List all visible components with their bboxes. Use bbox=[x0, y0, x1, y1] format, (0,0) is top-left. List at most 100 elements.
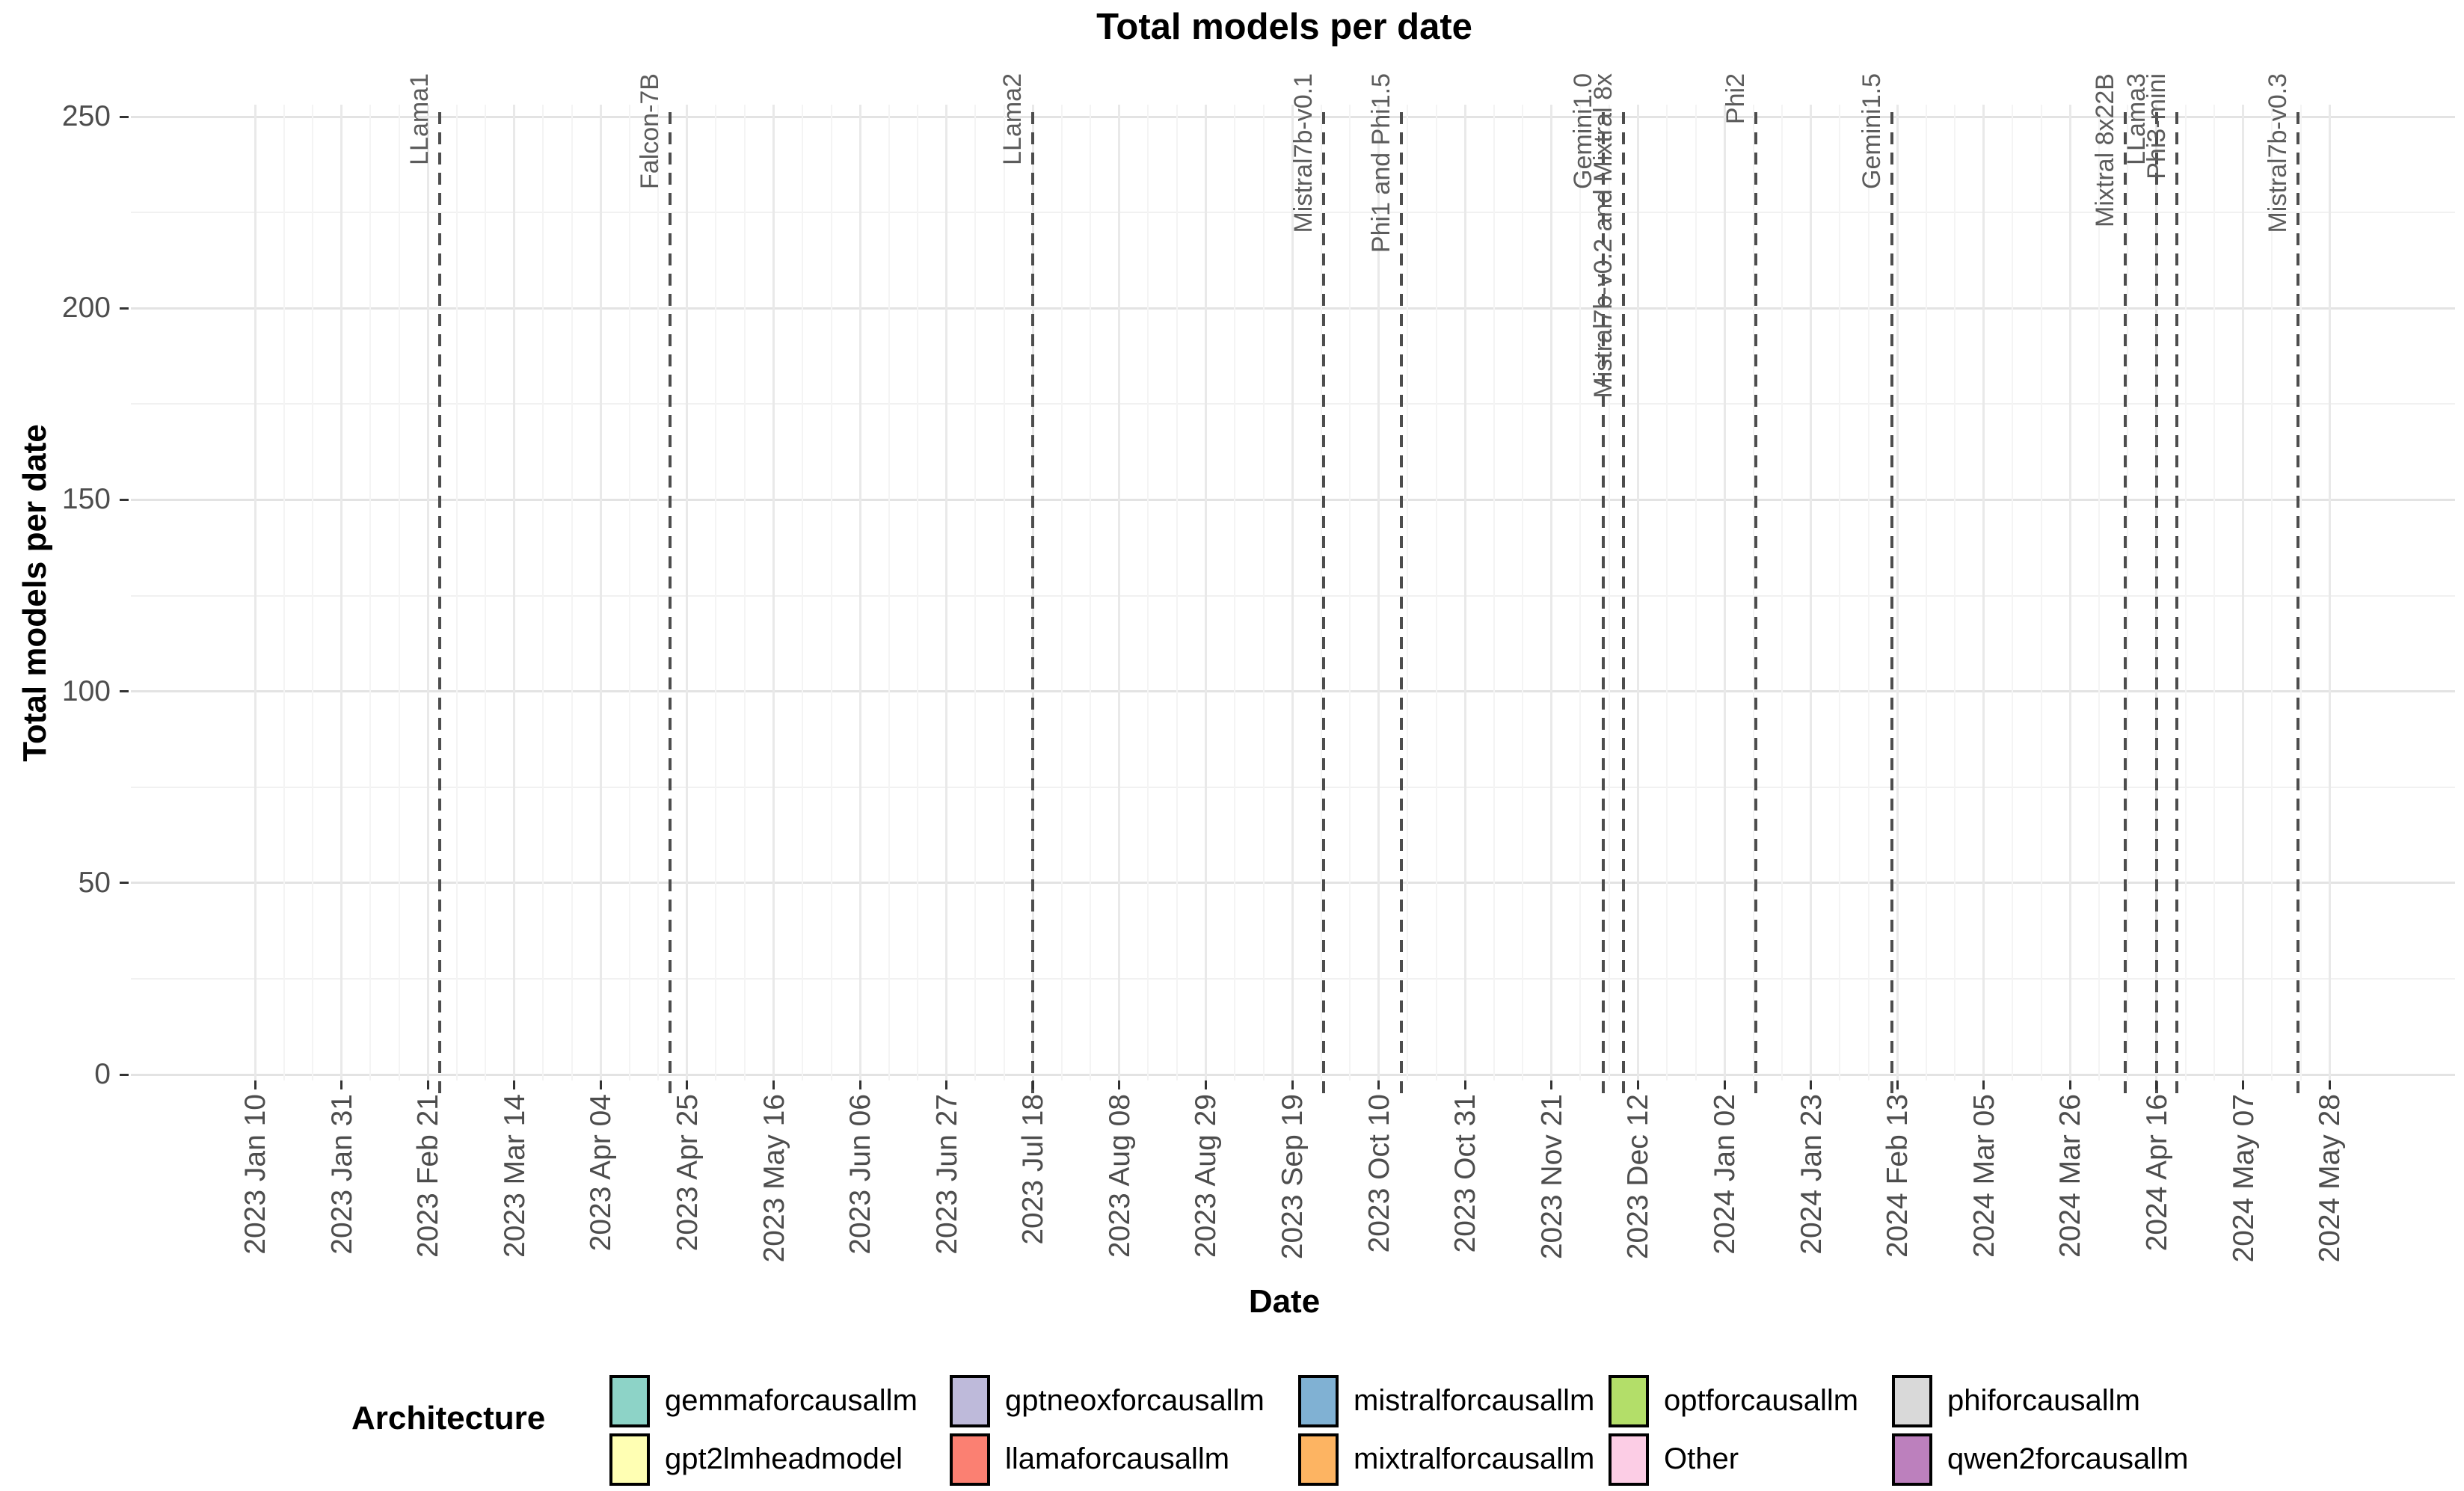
release-label-text: LLama1 bbox=[405, 73, 434, 165]
gridline-v-major bbox=[513, 105, 516, 1080]
gridline-v-minor bbox=[744, 105, 746, 1080]
x-tick-label-text: 2023 Apr 04 bbox=[585, 1094, 618, 1252]
y-tick-label-100: 100 bbox=[61, 674, 111, 707]
gridline-v-minor bbox=[2271, 105, 2273, 1080]
x-tick-mark bbox=[1204, 1080, 1207, 1089]
gridline-v-minor bbox=[1608, 105, 1610, 1080]
y-tick-label-150: 150 bbox=[61, 483, 111, 516]
release-label-text: Phi3-mini bbox=[2142, 73, 2171, 179]
legend-label-mixtralforcausallm: mixtralforcausallm bbox=[1354, 1442, 1595, 1475]
gridline-v-minor bbox=[1176, 105, 1178, 1080]
legend-label-optforcausallm: optforcausallm bbox=[1664, 1384, 1859, 1417]
x-tick-label-text: 2023 Aug 29 bbox=[1190, 1094, 1223, 1258]
legend-label-gptneoxforcausallm: gptneoxforcausallm bbox=[1005, 1384, 1265, 1417]
legend-key-optforcausallm bbox=[1609, 1375, 1649, 1427]
legend-title: Architecture bbox=[351, 1400, 546, 1436]
x-tick-mark bbox=[254, 1080, 256, 1089]
release-line-phi2 bbox=[1754, 112, 1758, 1095]
x-tick-mark bbox=[945, 1080, 948, 1089]
gridline-v-minor bbox=[455, 105, 458, 1080]
gridline-v-minor bbox=[1407, 105, 1409, 1080]
x-tick-mark bbox=[1291, 1080, 1294, 1089]
y-tick-label-250: 250 bbox=[61, 100, 111, 132]
gridline-v-major bbox=[686, 105, 689, 1080]
x-tick-label-text: 2024 May 28 bbox=[2314, 1094, 2347, 1263]
release-line-llama3 bbox=[2154, 112, 2158, 1095]
x-tick-label-text: 2023 Feb 21 bbox=[412, 1094, 445, 1258]
gridline-v-minor bbox=[2098, 105, 2100, 1080]
x-tick-label-text: 2024 Mar 05 bbox=[1967, 1094, 2000, 1258]
gridline-v-minor bbox=[888, 105, 890, 1080]
release-label-text: Mistral7b-v0.2 and Mixtral 8x bbox=[1589, 73, 1618, 399]
gridline-v-minor bbox=[2012, 105, 2014, 1080]
release-label-text: Phi1 and Phi1.5 bbox=[1367, 73, 1396, 253]
gridline-v-minor bbox=[1925, 105, 1927, 1080]
gridline-v-minor bbox=[2213, 105, 2216, 1080]
release-line-mixtral-8x22b bbox=[2123, 112, 2127, 1095]
gridline-v-major bbox=[599, 105, 602, 1080]
y-tick-mark bbox=[120, 498, 129, 501]
gridline-v-minor bbox=[1695, 105, 1697, 1080]
x-tick-mark bbox=[599, 1080, 602, 1089]
x-tick-mark bbox=[2242, 1080, 2245, 1089]
gridline-v-major bbox=[858, 105, 861, 1080]
gridline-v-major bbox=[1810, 105, 1813, 1080]
gridline-v-minor bbox=[974, 105, 977, 1080]
gridline-v-minor bbox=[485, 105, 487, 1080]
gridline-v-minor bbox=[312, 105, 314, 1080]
gridline-v-minor bbox=[2040, 105, 2042, 1080]
release-label-text: Falcon-7B bbox=[635, 73, 664, 189]
gridline-v-minor bbox=[571, 105, 573, 1080]
x-tick-label-text: 2023 May 16 bbox=[758, 1094, 790, 1263]
gridline-v-minor bbox=[917, 105, 919, 1080]
gridline-v-minor bbox=[1262, 105, 1265, 1080]
gridline-v-minor bbox=[1435, 105, 1437, 1080]
x-tick-label-text: 2023 Apr 25 bbox=[671, 1094, 704, 1252]
gridline-v-major bbox=[1204, 105, 1207, 1080]
release-line-phi3-mini bbox=[2175, 112, 2178, 1095]
y-tick-mark bbox=[120, 882, 129, 885]
release-line-gemini1.5 bbox=[1890, 112, 1893, 1095]
legend-label-Other: Other bbox=[1664, 1442, 1739, 1475]
gridline-v-minor bbox=[1320, 105, 1322, 1080]
release-label-text: Mistral7b-v0.1 bbox=[1289, 73, 1318, 233]
y-tick-label-50: 50 bbox=[78, 866, 111, 899]
gridline-v-major bbox=[2068, 105, 2071, 1080]
legend-label-gpt2lmheadmodel: gpt2lmheadmodel bbox=[665, 1442, 903, 1475]
y-tick-mark bbox=[120, 1073, 129, 1076]
x-tick-label-text: 2024 Mar 26 bbox=[2054, 1094, 2087, 1258]
gridline-v-minor bbox=[657, 105, 660, 1080]
gridline-v-minor bbox=[398, 105, 400, 1080]
x-tick-label-text: 2023 Nov 21 bbox=[1535, 1094, 1568, 1260]
x-tick-label-text: 2023 Oct 10 bbox=[1362, 1094, 1395, 1253]
release-line-phi1-and-phi1.5 bbox=[1400, 112, 1404, 1095]
release-label-text: Mixtral 8x22B bbox=[2090, 73, 2119, 227]
x-tick-label-text: 2023 Jul 18 bbox=[1017, 1094, 1050, 1245]
release-line-mistral7b-v0.1 bbox=[1322, 112, 1326, 1095]
gridline-v-minor bbox=[2184, 105, 2187, 1080]
gridline-v-major bbox=[2328, 105, 2331, 1080]
gridline-v-major bbox=[254, 105, 256, 1080]
legend-key-qwen2forcausallm bbox=[1892, 1433, 1932, 1486]
gridline-v-major bbox=[1118, 105, 1121, 1080]
legend-key-llamaforcausallm bbox=[950, 1433, 990, 1486]
chart-title: Total models per date bbox=[1096, 7, 1472, 47]
gridline-v-minor bbox=[369, 105, 372, 1080]
release-line-mistral7b-v0.3 bbox=[2296, 112, 2299, 1095]
gridline-v-minor bbox=[1665, 105, 1668, 1080]
x-tick-mark bbox=[2068, 1080, 2071, 1089]
x-tick-label-text: 2024 Apr 16 bbox=[2140, 1094, 2173, 1252]
gridline-v-major bbox=[1636, 105, 1639, 1080]
gridline-v-minor bbox=[1867, 105, 1869, 1080]
release-label-text: Mistral7b-v0.3 bbox=[2263, 73, 2292, 233]
gridline-v-minor bbox=[1090, 105, 1092, 1080]
x-tick-label-text: 2023 Jun 27 bbox=[930, 1094, 963, 1255]
x-tick-mark bbox=[858, 1080, 861, 1089]
gridline-v-major bbox=[945, 105, 948, 1080]
release-line-llama1 bbox=[437, 112, 441, 1095]
x-tick-label-text: 2023 Mar 14 bbox=[498, 1094, 531, 1258]
legend-label-phiforcausallm: phiforcausallm bbox=[1947, 1384, 2140, 1417]
release-label-text: LLama2 bbox=[998, 73, 1027, 165]
gridline-v-minor bbox=[283, 105, 285, 1080]
